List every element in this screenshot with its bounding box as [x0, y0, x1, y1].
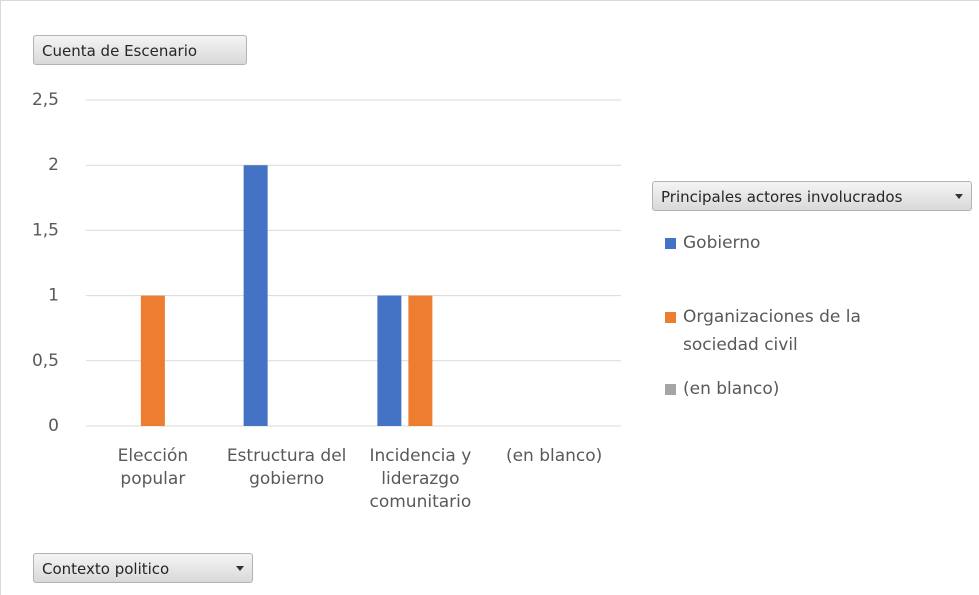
legend-swatch [665, 384, 676, 395]
dropdown-arrow [236, 566, 244, 571]
x-tick-label: (en blanco) [505, 446, 603, 466]
legend-title: Principales actores involucrados [661, 188, 903, 206]
y-tick-label: 2 [48, 155, 59, 175]
dropdown-arrow [955, 194, 963, 199]
y-tick-label: 1 [48, 286, 59, 306]
legend-label: Gobierno [683, 233, 761, 253]
y-tick-label: 1,5 [32, 220, 59, 240]
legend-field-button[interactable]: Principales actores involucrados [652, 181, 972, 211]
legend-label: (en blanco) [683, 379, 780, 399]
bar [377, 295, 402, 426]
category-field-button[interactable]: Contexto politico [33, 553, 253, 583]
x-tick-label: Estructura del gobierno [226, 446, 347, 489]
x-tick-label: Incidencia y liderazgo comunitario [369, 446, 472, 512]
legend-swatch [665, 312, 676, 323]
category-field-label: Contexto politico [42, 560, 170, 578]
legend-swatch [665, 238, 676, 249]
value-field-button[interactable]: Cuenta de Escenario [33, 35, 247, 65]
y-tick-label: 0,5 [32, 351, 59, 371]
bar [408, 295, 433, 426]
bar [140, 295, 165, 426]
y-tick-label: 2,5 [32, 90, 59, 110]
x-tick-label: Elección popular [117, 446, 189, 489]
legend-label: Organizaciones de la sociedad civil [683, 307, 861, 355]
bar [243, 165, 268, 426]
y-tick-label: 0 [48, 416, 59, 436]
